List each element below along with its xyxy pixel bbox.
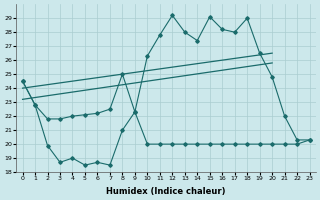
X-axis label: Humidex (Indice chaleur): Humidex (Indice chaleur) <box>106 187 226 196</box>
